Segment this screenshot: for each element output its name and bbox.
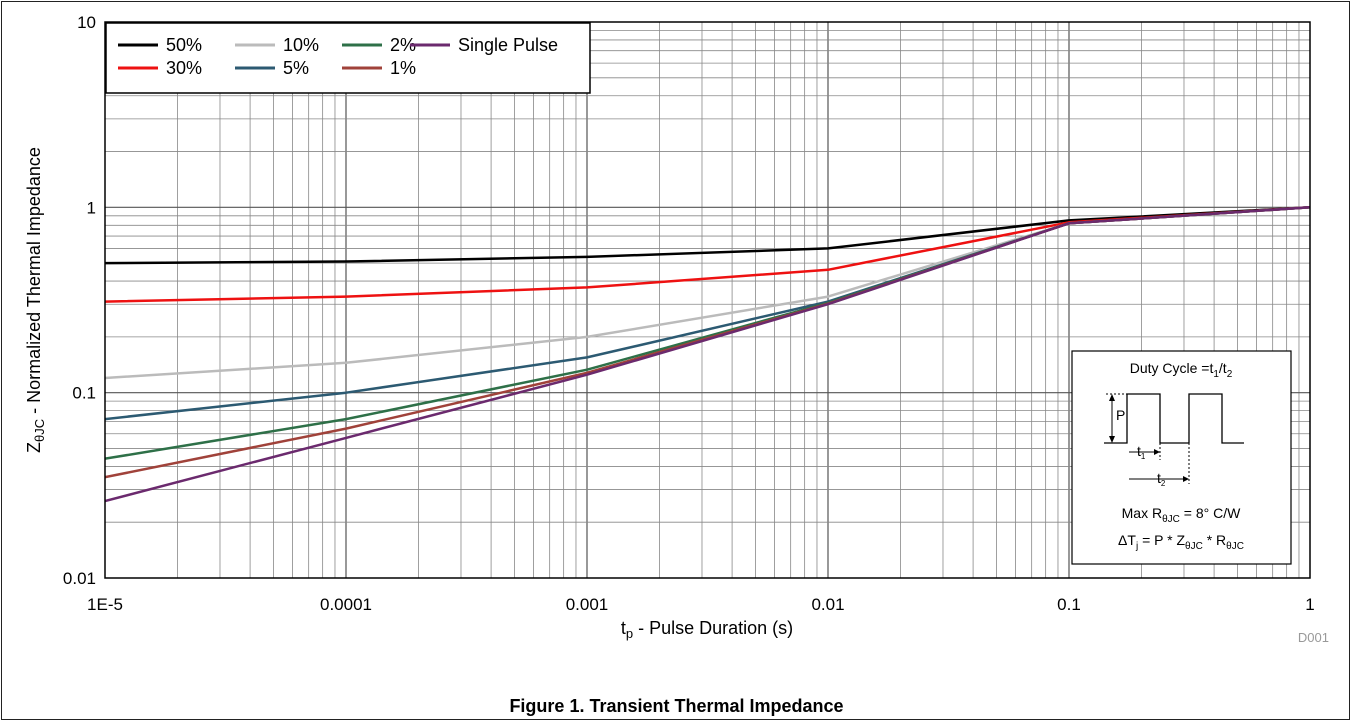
legend: 50% 10% 2% Single Pulse 30% 5% 1%: [105, 22, 591, 94]
x-tick-label: 0.1: [1057, 595, 1081, 614]
y-tick-label: 10: [77, 13, 96, 32]
legend-box: [105, 22, 591, 94]
series-line-50-: [105, 206, 1310, 265]
y-tick-label: 0.01: [63, 569, 96, 588]
max-rthjc-label: Max RθJC = 8° C/W: [1122, 505, 1241, 525]
legend-label: Single Pulse: [458, 35, 558, 55]
t2-arrow-head: [1183, 476, 1189, 482]
y-tick-label: 1: [87, 198, 96, 217]
delta-tj-formula: ΔTj = P * ZθJC * RθJC: [1118, 532, 1244, 552]
y-tick-label: 0.1: [72, 384, 96, 403]
p-label: P: [1116, 407, 1125, 423]
y-axis-label: ZθJC - Normalized Thermal Impedance: [24, 147, 47, 453]
t1-label: t1: [1137, 443, 1146, 461]
x-tick-label: 1: [1305, 595, 1314, 614]
p-arrow-head-down: [1109, 436, 1115, 443]
x-tick-label: 0.01: [811, 595, 844, 614]
t1-arrow-head: [1154, 449, 1160, 455]
legend-label: 2%: [390, 35, 416, 55]
series-line-single-pulse: [105, 206, 1310, 503]
x-tick-label: 0.001: [566, 595, 609, 614]
legend-label: 1%: [390, 58, 416, 78]
x-tick-labels: 1E-5 0.0001 0.001 0.01 0.1 1: [87, 595, 1315, 614]
inset-box: [1071, 350, 1292, 565]
duty-cycle-inset: Duty Cycle =t1/t2 P t1 t2 Max RθJC = 8° …: [1071, 350, 1292, 565]
t2-label: t2: [1157, 470, 1166, 488]
series-lines: [105, 206, 1310, 503]
grid-lines: [105, 22, 1310, 578]
legend-label: 30%: [166, 58, 202, 78]
y-tick-labels: 0.01 0.1 1 10: [63, 13, 96, 588]
x-tick-label: 1E-5: [87, 595, 123, 614]
thermal-impedance-chart: 1E-5 0.0001 0.001 0.01 0.1 1 0.01 0.1 1 10 tp - …: [24, 13, 1315, 641]
figure-caption: Figure 1. Transient Thermal Impedance: [509, 696, 844, 716]
inset-title: Duty Cycle =t1/t2: [1130, 360, 1233, 380]
x-tick-label: 0.0001: [320, 595, 372, 614]
legend-label: 5%: [283, 58, 309, 78]
x-axis-label: tp - Pulse Duration (s): [621, 618, 793, 641]
legend-label: 50%: [166, 35, 202, 55]
plot-border: [104, 21, 1311, 579]
pulse-waveform: [1104, 393, 1244, 444]
figure-code: D001: [1297, 630, 1329, 645]
legend-label: 10%: [283, 35, 319, 55]
p-arrow-head-up: [1109, 394, 1115, 401]
